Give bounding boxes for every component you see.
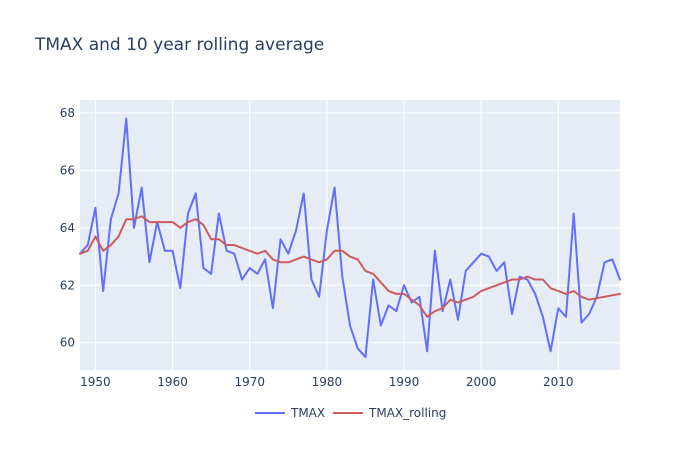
legend-item-tmax[interactable]: TMAX	[255, 406, 325, 420]
y-tick-label: 60	[60, 336, 75, 350]
grid-lines	[80, 100, 620, 370]
y-tick-label: 62	[60, 278, 75, 292]
y-tick-label: 68	[60, 106, 75, 120]
legend[interactable]: TMAX TMAX_rolling	[255, 406, 446, 420]
x-tick-label: 1980	[312, 375, 343, 389]
x-tick-label: 1950	[80, 375, 111, 389]
legend-label: TMAX	[290, 406, 325, 420]
series-line-tmax	[79, 117, 621, 359]
x-tick-label: 2010	[543, 375, 574, 389]
legend-item-tmax-rolling[interactable]: TMAX_rolling	[333, 406, 446, 420]
series-layer	[79, 117, 621, 359]
chart-title: TMAX and 10 year rolling average	[34, 35, 324, 55]
y-tick-label: 66	[60, 163, 75, 177]
x-tick-label: 1970	[234, 375, 265, 389]
legend-label: TMAX_rolling	[368, 406, 446, 420]
x-tick-label: 1990	[389, 375, 420, 389]
x-tick-label: 1960	[157, 375, 188, 389]
series-line-tmax-rolling	[79, 215, 621, 318]
y-tick-label: 64	[60, 221, 75, 235]
axis-tick-labels: 60 62 64 66 68 1950 1960 1970 1980 1990 2000 2010	[60, 106, 574, 389]
x-tick-label: 2000	[466, 375, 497, 389]
